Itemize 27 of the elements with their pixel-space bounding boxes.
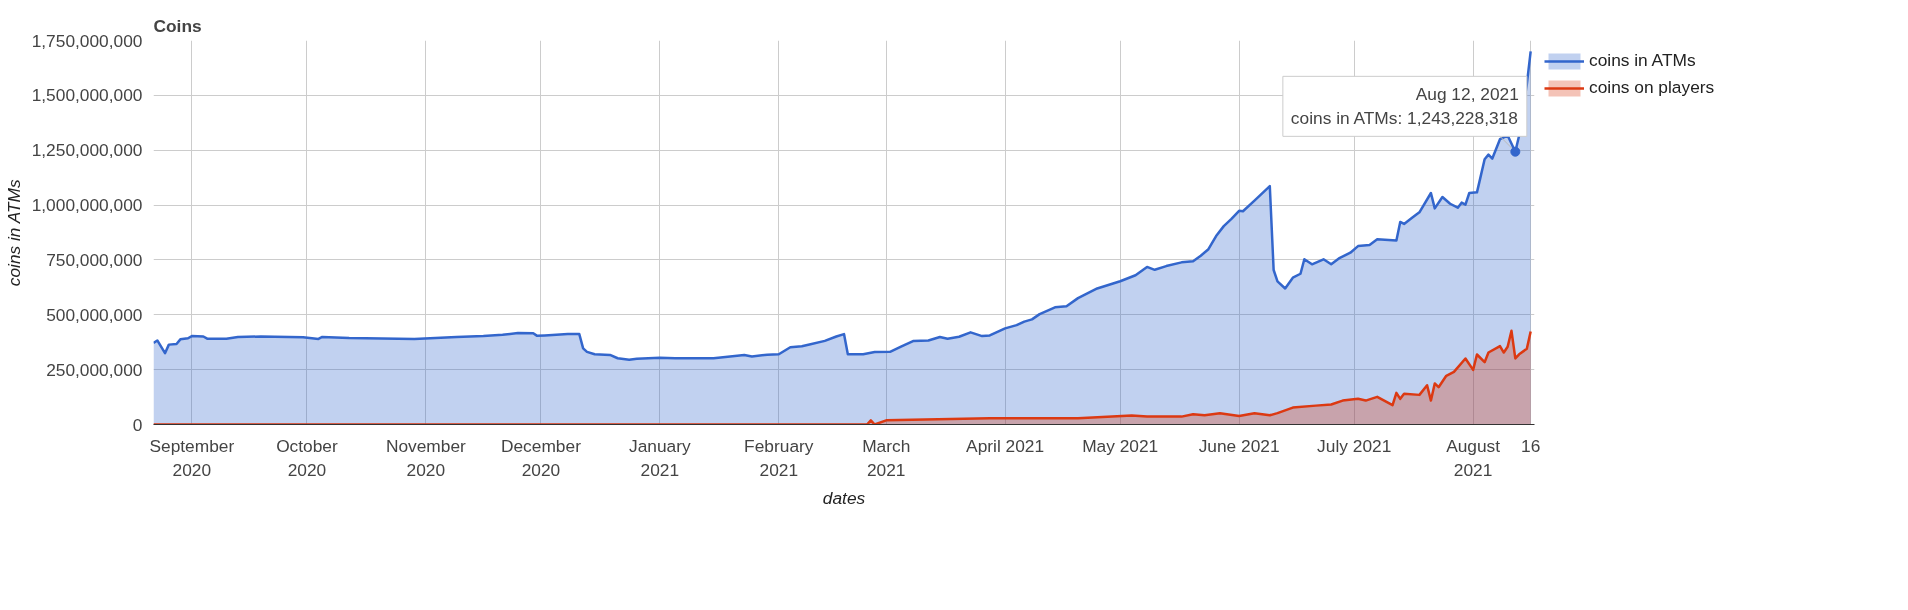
y-tick-label: 0 xyxy=(132,414,143,435)
x-tick-label: July 2021 xyxy=(1317,435,1392,456)
x-tick-label: August 2021 xyxy=(1446,435,1501,480)
y-tick-label: 250,000,000 xyxy=(46,359,143,380)
x-tick-label: December 2020 xyxy=(500,435,582,480)
x-tick-label: October 2020 xyxy=(276,435,338,480)
x-tick-label: April 2021 xyxy=(966,435,1045,456)
x-tick-label: February 2021 xyxy=(744,435,814,480)
y-tick-label: 1,750,000,000 xyxy=(31,30,143,51)
legend-label: coins in ATMs xyxy=(1589,50,1696,71)
x-tick-label: January 2021 xyxy=(629,435,692,480)
y-tick-label: 750,000,000 xyxy=(46,249,143,270)
y-axis-title: coins in ATMs xyxy=(3,179,24,287)
y-tick-label: 1,000,000,000 xyxy=(31,195,143,216)
y-tick-label: 1,250,000,000 xyxy=(31,140,143,161)
x-tick-label: March 2021 xyxy=(862,435,911,480)
y-tick-label: 500,000,000 xyxy=(46,304,143,325)
x-tick-label: 16 xyxy=(1521,435,1541,456)
x-tick-label: November 2020 xyxy=(385,435,467,480)
legend-label: coins on players xyxy=(1589,77,1715,98)
y-tick-label: 1,500,000,000 xyxy=(31,85,143,106)
x-tick-label: September 2020 xyxy=(149,435,235,480)
x-tick-label: June 2021 xyxy=(1198,435,1280,456)
chart-title: Coins xyxy=(153,15,202,36)
x-axis-title: dates xyxy=(822,487,866,508)
annotation: Aug 12, 2021 coins in ATMs: 1,243,228,318 xyxy=(1290,84,1519,129)
x-tick-label: May 2021 xyxy=(1082,435,1159,456)
